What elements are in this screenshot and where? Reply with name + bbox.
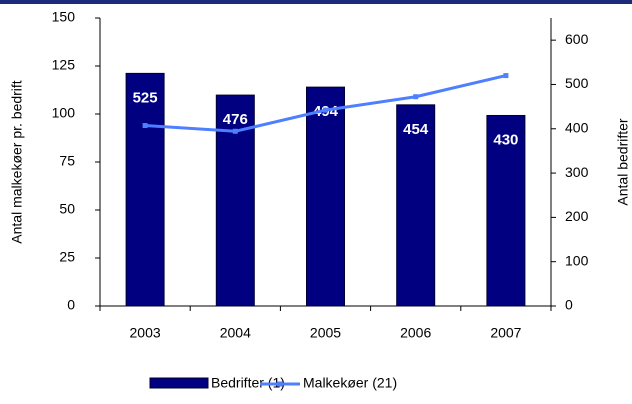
line-marker	[413, 94, 419, 100]
bar-value-label: 430	[493, 131, 518, 148]
y2-tick-label: 400	[565, 119, 589, 135]
bar-value-label: 525	[133, 89, 158, 106]
y-tick-label: 150	[52, 9, 76, 25]
y2-tick-label: 600	[565, 31, 589, 47]
bar	[125, 72, 165, 307]
line-marker	[323, 107, 328, 113]
x-tick-label: 2004	[220, 325, 251, 341]
x-tick-label: 2007	[490, 325, 521, 341]
legend-label: Bedrifter (1)	[211, 375, 285, 391]
y2-axis-label: Antal bedrifter	[615, 118, 631, 205]
x-tick-label: 2003	[130, 325, 161, 341]
x-tick-label: 2005	[310, 325, 341, 341]
y-tick-label: 50	[59, 201, 75, 217]
y-tick-label: 125	[52, 57, 76, 73]
legend-label: Malkekøer (21)	[303, 375, 397, 391]
line-marker	[142, 123, 148, 129]
line-marker	[503, 73, 509, 79]
legend-swatch	[149, 377, 209, 389]
y-tick-label: 75	[59, 153, 75, 169]
bar	[396, 104, 436, 307]
y-axis-label: Antal malkekøer pr. bedrift	[9, 80, 25, 244]
x-tick-label: 2006	[400, 325, 431, 341]
top-band	[0, 0, 632, 4]
y2-tick-label: 200	[565, 208, 589, 224]
y-tick-label: 100	[52, 105, 76, 121]
line-marker	[232, 128, 238, 134]
y2-tick-label: 500	[565, 75, 589, 91]
y-tick-label: 25	[59, 249, 75, 265]
y2-tick-label: 300	[565, 164, 589, 180]
legend-marker	[277, 381, 283, 387]
bar-value-label: 476	[223, 111, 248, 128]
y2-tick-label: 100	[565, 252, 589, 268]
bar	[306, 86, 345, 307]
bar	[486, 114, 526, 307]
y-tick-label: 0	[67, 297, 75, 313]
y2-tick-label: 0	[565, 297, 573, 313]
bar-value-label: 454	[403, 121, 429, 138]
